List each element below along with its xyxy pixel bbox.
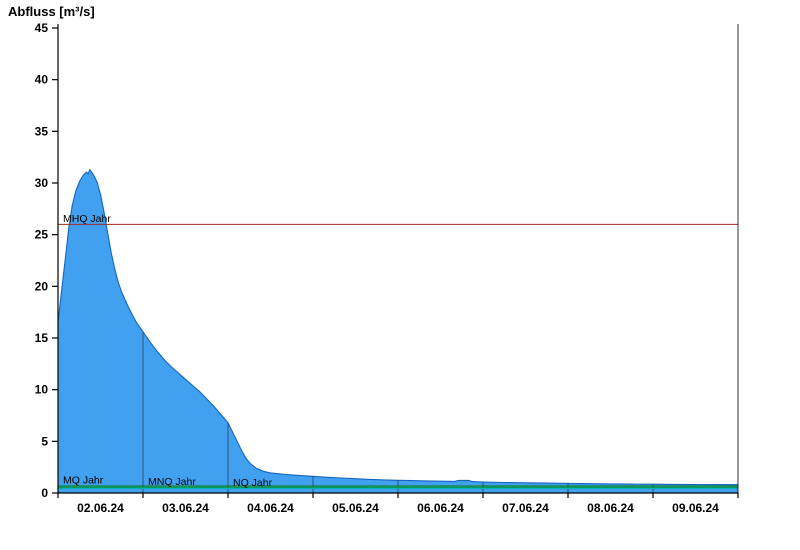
reference-line-label: MQ Jahr: [63, 474, 104, 486]
y-tick-label: 30: [35, 176, 49, 190]
x-tick-label: 03.06.24: [162, 501, 209, 515]
reference-line-label: MHQ Jahr: [63, 213, 111, 225]
chart-title: Abfluss [m³/s]: [8, 4, 95, 19]
x-tick-label: 02.06.24: [77, 501, 124, 515]
y-tick-label: 25: [35, 228, 49, 242]
y-tick-label: 40: [35, 73, 49, 87]
discharge-area-series: [57, 168, 739, 493]
x-tick-label: 09.06.24: [672, 501, 719, 515]
y-tick-label: 45: [35, 21, 49, 35]
x-tick-label: 08.06.24: [587, 501, 634, 515]
x-tick-label: 07.06.24: [502, 501, 549, 515]
y-tick-label: 0: [41, 486, 48, 500]
reference-line-label: NQ Jahr: [233, 477, 273, 489]
y-axis: 0 5 10 15 20 25 30 35 40 45: [35, 21, 59, 500]
x-tick-label: 05.06.24: [332, 501, 379, 515]
y-tick-label: 15: [35, 331, 49, 345]
y-tick-label: 10: [35, 383, 49, 397]
x-tick-label: 04.06.24: [247, 501, 294, 515]
y-tick-label: 5: [41, 434, 48, 448]
reference-lines: MHQ Jahr MQ Jahr MNQ Jahr NQ Jahr: [58, 213, 738, 489]
y-tick-label: 35: [35, 124, 49, 138]
x-tick-label: 06.06.24: [417, 501, 464, 515]
y-tick-label: 20: [35, 279, 49, 293]
x-axis: 02.06.24 03.06.24 04.06.24 05.06.24 06.06.24…: [57, 492, 739, 515]
reference-line-label: MNQ Jahr: [148, 476, 196, 488]
